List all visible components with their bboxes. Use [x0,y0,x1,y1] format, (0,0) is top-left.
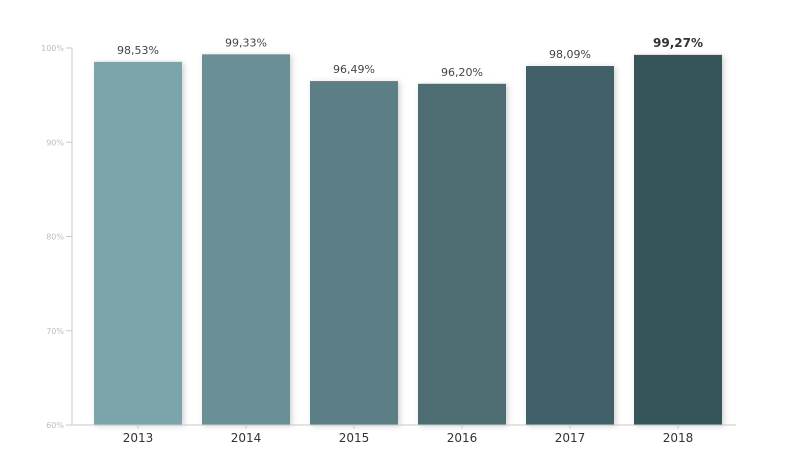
data-label-2018: 99,27% [653,36,703,50]
x-tick-label-2013: 2013 [123,431,154,445]
x-tick-label-2018: 2018 [663,431,694,445]
x-tick-label-2016: 2016 [447,431,478,445]
y-tick-label: 80% [46,233,64,242]
y-tick-label: 90% [46,138,64,147]
data-labels: 98,53% 99,33% 96,49% 96,20% 98,09% 99,27% [117,36,703,79]
x-tick-label-2015: 2015 [339,431,370,445]
data-label-2015: 96,49% [333,63,375,76]
bar-2018 [634,54,722,425]
bars [94,54,722,426]
x-axis: 2013 2014 2015 2016 2017 2018 [66,424,736,445]
x-tick-label-2017: 2017 [555,431,586,445]
data-label-2017: 98,09% [549,48,591,61]
bar-2014 [202,54,290,425]
bar-2016 [418,83,506,425]
data-label-2013: 98,53% [117,44,159,57]
y-tick-label: 100% [41,44,64,53]
x-tick-label-2014: 2014 [231,431,262,445]
bar-2017 [526,66,614,426]
y-tick-label: 60% [46,421,64,430]
data-label-2016: 96,20% [441,66,483,79]
data-label-2014: 99,33% [225,36,267,49]
bar-2015 [310,81,398,425]
y-axis: 60% 70% 80% 90% 100% [41,44,73,430]
y-tick-label: 70% [46,327,64,336]
bar-2013 [94,61,182,426]
